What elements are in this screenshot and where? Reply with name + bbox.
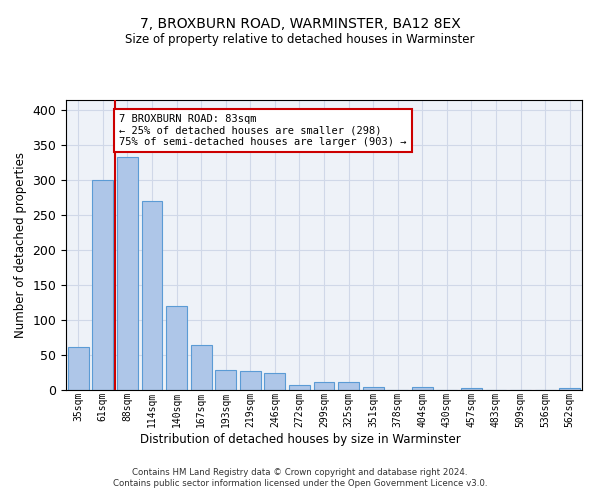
- Bar: [240, 371, 261, 390]
- Bar: [166, 306, 187, 390]
- Bar: [265, 372, 286, 390]
- Text: Distribution of detached houses by size in Warminster: Distribution of detached houses by size …: [140, 432, 460, 446]
- Text: Size of property relative to detached houses in Warminster: Size of property relative to detached ho…: [125, 32, 475, 46]
- Bar: [289, 385, 310, 390]
- Bar: [338, 382, 359, 390]
- Bar: [142, 202, 163, 390]
- Text: Contains HM Land Registry data © Crown copyright and database right 2024.
Contai: Contains HM Land Registry data © Crown c…: [113, 468, 487, 487]
- Y-axis label: Number of detached properties: Number of detached properties: [14, 152, 27, 338]
- Bar: [117, 158, 138, 390]
- Bar: [362, 386, 383, 390]
- Text: 7, BROXBURN ROAD, WARMINSTER, BA12 8EX: 7, BROXBURN ROAD, WARMINSTER, BA12 8EX: [140, 18, 460, 32]
- Bar: [314, 382, 334, 390]
- Text: 7 BROXBURN ROAD: 83sqm
← 25% of detached houses are smaller (298)
75% of semi-de: 7 BROXBURN ROAD: 83sqm ← 25% of detached…: [119, 114, 406, 147]
- Bar: [92, 180, 113, 390]
- Bar: [215, 370, 236, 390]
- Bar: [461, 388, 482, 390]
- Bar: [68, 346, 89, 390]
- Bar: [412, 387, 433, 390]
- Bar: [191, 344, 212, 390]
- Bar: [559, 388, 580, 390]
